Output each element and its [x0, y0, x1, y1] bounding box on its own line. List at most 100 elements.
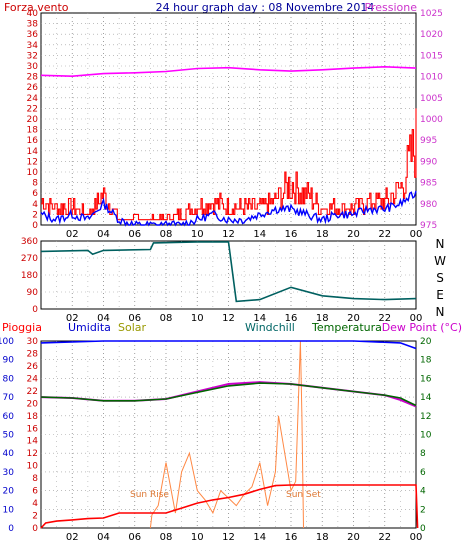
wind-y-tick-label: 16: [27, 136, 39, 146]
direction-y-tick-label: 0: [32, 305, 38, 315]
wind-y-tick-label: 2: [32, 210, 38, 220]
humidity-y-tick-label: 20: [3, 487, 15, 497]
rain-y-tick-label: 16: [27, 424, 39, 434]
wind-y-tick-label: 26: [27, 83, 39, 93]
legend-temperatura: Temperatura: [311, 321, 382, 334]
x-tick-label: 08: [160, 532, 173, 543]
wind-y-tick-label: 12: [27, 157, 38, 167]
rain-y-tick-label: 12: [27, 449, 38, 459]
pressure-y-tick-label: 985: [420, 179, 437, 189]
x-tick-label: 16: [285, 313, 298, 324]
rain-y-tick-label: 0: [32, 524, 38, 534]
rain-y-tick-label: 28: [27, 349, 39, 359]
direction-y-tick-label: 270: [21, 254, 38, 264]
humidity-y-tick-label: 10: [3, 505, 15, 515]
rain-y-tick-label: 18: [27, 412, 39, 422]
legend-windchill: Windchill: [245, 321, 295, 334]
x-tick-label: 12: [222, 313, 235, 324]
wind-y-tick-label: 38: [27, 20, 39, 30]
legend-umidita: Umidita: [68, 321, 111, 334]
wind-y-tick-label: 14: [27, 147, 39, 157]
humidity-y-tick-label: 80: [3, 374, 15, 384]
wind-y-tick-label: 34: [27, 41, 39, 51]
wind-y-tick-label: 32: [27, 51, 38, 61]
x-tick-label: 20: [347, 229, 360, 240]
x-tick-label: 00: [410, 229, 423, 240]
x-tick-label: 02: [66, 532, 79, 543]
x-tick-label: 18: [316, 229, 329, 240]
temperature-y-tick-label: 20: [420, 337, 432, 347]
solar-series: [149, 340, 304, 529]
pressure-y-tick-label: 1015: [420, 51, 443, 61]
wind-speed-series: [41, 108, 417, 221]
rain-y-tick-label: 14: [27, 437, 39, 447]
x-tick-label: 00: [410, 532, 423, 543]
temperature-y-tick-label: 8: [420, 449, 426, 459]
wind-y-tick-label: 28: [27, 73, 39, 83]
wind-y-tick-label: 24: [27, 94, 39, 104]
x-tick-label: 04: [97, 532, 110, 543]
legend-dewpoint: Dew Point (°C): [382, 321, 462, 334]
annotation-sunset: Sun Set: [286, 490, 321, 500]
temperature-y-tick-label: 10: [420, 431, 432, 441]
compass-label-east: E: [436, 288, 444, 302]
wind-y-tick-label: 4: [32, 200, 38, 210]
wind-y-tick-label: 8: [32, 179, 38, 189]
wind-y-tick-label: 22: [27, 104, 38, 114]
legend-solar: Solar: [118, 321, 147, 334]
x-tick-label: 06: [128, 532, 141, 543]
compass-label-south: S: [436, 271, 444, 285]
x-tick-label: 02: [66, 313, 79, 324]
x-tick-label: 08: [160, 229, 173, 240]
wind-y-tick-label: 36: [27, 30, 39, 40]
rain-y-tick-label: 8: [32, 474, 38, 484]
rain-series: [40, 484, 419, 529]
annotation-sunrise: Sun Rise: [130, 490, 169, 500]
x-tick-label: 00: [410, 313, 423, 324]
rain-y-tick-label: 26: [27, 362, 39, 372]
direction-y-tick-label: 180: [21, 271, 38, 281]
temperature-series: [40, 382, 417, 407]
wind-y-tick-label: 20: [27, 115, 39, 125]
humidity-y-tick-label: 40: [3, 449, 15, 459]
x-tick-label: 06: [128, 229, 141, 240]
rain-y-tick-label: 2: [32, 512, 38, 522]
temperature-y-tick-label: 12: [420, 412, 431, 422]
humidity-y-tick-label: 100: [0, 337, 14, 347]
x-tick-label: 10: [191, 229, 204, 240]
wind-y-tick-label: 10: [27, 168, 39, 178]
pressure-y-tick-label: 1005: [420, 94, 443, 104]
temperature-y-tick-label: 6: [420, 468, 426, 478]
pressure-y-tick-label: 1010: [420, 73, 443, 83]
rain-y-tick-label: 4: [32, 499, 38, 509]
temperature-y-tick-label: 16: [420, 374, 432, 384]
rain-y-tick-label: 20: [27, 399, 39, 409]
pressure-y-tick-label: 975: [420, 221, 437, 231]
chart-title: 24 hour graph day : 08 Novembre 2014: [156, 1, 375, 14]
x-tick-label: 16: [285, 532, 298, 543]
x-tick-label: 14: [253, 229, 266, 240]
x-tick-label: 12: [222, 532, 235, 543]
pressure-y-tick-label: 1000: [420, 115, 443, 125]
temperature-y-tick-label: 4: [420, 487, 426, 497]
compass-label-west: W: [434, 254, 446, 268]
x-tick-label: 04: [97, 229, 110, 240]
temperature-y-tick-label: 0: [420, 524, 426, 534]
pressure-y-tick-label: 1025: [420, 9, 443, 19]
wind-y-tick-label: 6: [32, 189, 38, 199]
humidity-y-tick-label: 60: [3, 412, 15, 422]
x-tick-label: 04: [97, 313, 110, 324]
wind-direction-series: [40, 241, 417, 303]
x-tick-label: 18: [316, 532, 329, 543]
rain-y-tick-label: 6: [32, 487, 38, 497]
temperature-y-tick-label: 2: [420, 505, 426, 515]
x-tick-label: 14: [253, 313, 266, 324]
wind-axis-label: Forza vento: [4, 1, 69, 14]
pressure-series: [40, 65, 417, 78]
rain-y-tick-label: 24: [27, 374, 39, 384]
pressure-y-tick-label: 995: [420, 136, 437, 146]
x-tick-label: 06: [128, 313, 141, 324]
rain-y-tick-label: 10: [27, 462, 39, 472]
x-tick-label: 12: [222, 229, 235, 240]
